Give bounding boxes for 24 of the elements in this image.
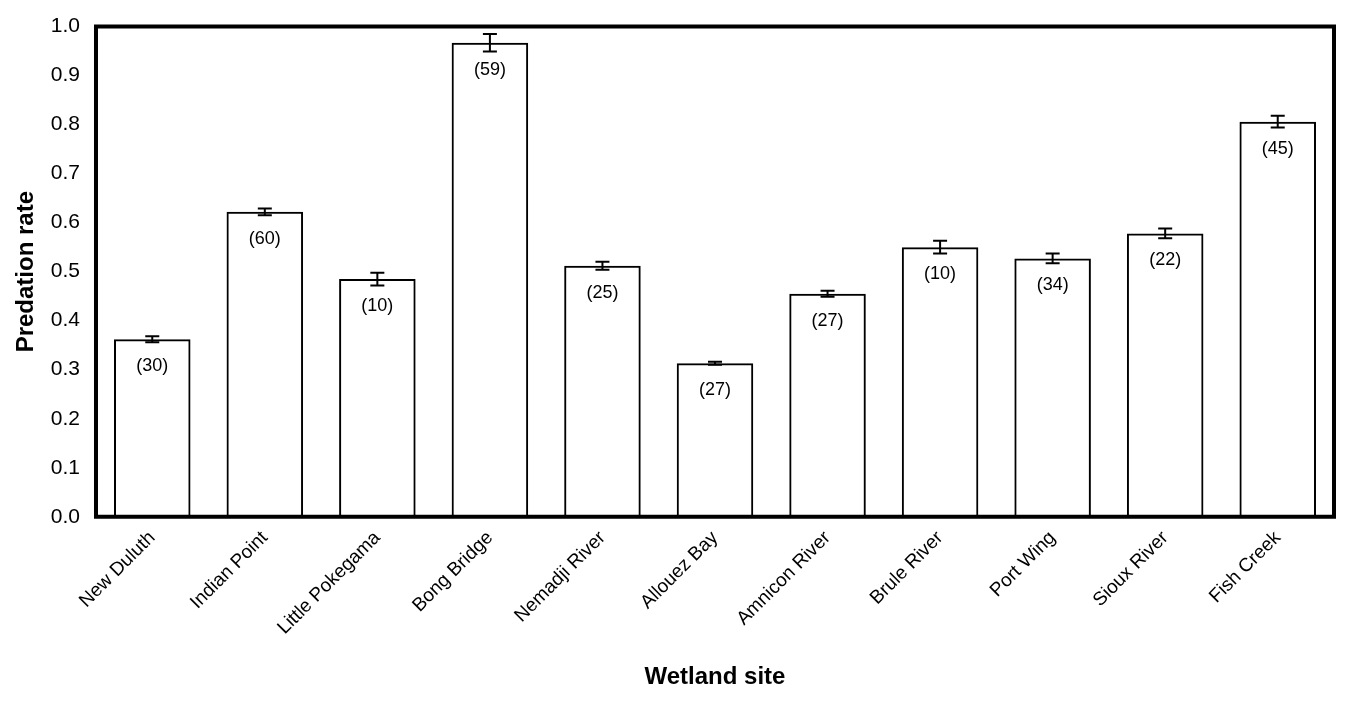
annotation: (34) [1036, 274, 1069, 295]
y-tick-label: 0.9 [50, 62, 80, 86]
y-tick-label: 0.2 [50, 405, 80, 429]
y-tick-label: 0.6 [50, 209, 80, 233]
y-tick-label: 0.3 [50, 356, 80, 380]
annotation: (10) [924, 263, 957, 284]
y-tick-label: 0.5 [50, 258, 80, 282]
annotation: (30) [136, 355, 169, 376]
annotation: (22) [1149, 249, 1182, 270]
y-tick-label: 0.1 [50, 454, 80, 478]
annotation: (27) [811, 309, 844, 330]
x-axis-title: Wetland site [644, 662, 786, 690]
annotation: (60) [248, 227, 281, 248]
y-tick-label: 1.0 [50, 13, 80, 37]
annotation: (25) [586, 281, 619, 302]
annotation: (45) [1261, 137, 1294, 158]
annotation: (10) [361, 294, 394, 315]
y-tick-label: 0.4 [50, 307, 81, 331]
annotation: (27) [698, 379, 731, 400]
y-tick-label: 0.0 [50, 503, 80, 527]
annotation: (59) [473, 58, 506, 79]
y-tick-label: 0.8 [50, 111, 80, 135]
y-tick-label: 0.7 [50, 160, 80, 184]
y-axis-title: Predation rate [11, 190, 39, 353]
